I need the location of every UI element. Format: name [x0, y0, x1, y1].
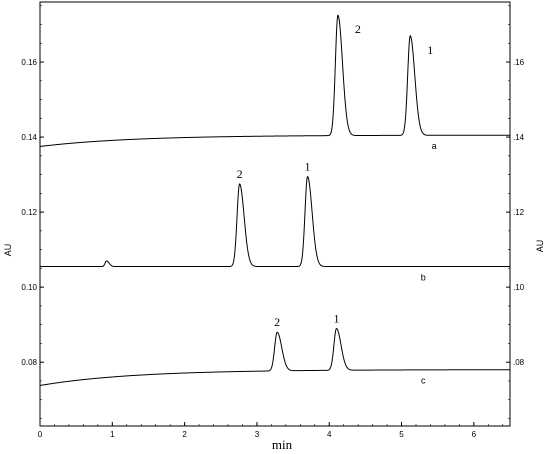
- peak-label-c-1: 1: [333, 311, 339, 325]
- y-axis-title-right: AU: [535, 240, 545, 253]
- x-tick-label: 4: [327, 430, 332, 439]
- peak-label-b-2: 2: [237, 167, 243, 181]
- traces: [39, 14, 510, 386]
- trace-label-a: a: [432, 141, 437, 151]
- x-tick-label: 6: [472, 430, 477, 439]
- y-tick-label-right: .16: [513, 58, 525, 67]
- x-tick-label: 5: [399, 430, 404, 439]
- x-tick-label: 2: [182, 430, 187, 439]
- x-tick-label: 0: [38, 430, 43, 439]
- y-tick-label-left: 0.16: [21, 58, 37, 67]
- trace-label-c: c: [421, 376, 426, 386]
- y-tick-label-left: 0.08: [21, 358, 37, 367]
- peak-label-a-2: 2: [355, 22, 361, 36]
- y-tick-label-right: .12: [513, 208, 525, 217]
- plot-frame: [39, 1, 511, 427]
- y-tick-label-right: .10: [513, 283, 525, 292]
- x-tick-label: 3: [255, 430, 260, 439]
- y-tick-label-left: 0.10: [21, 283, 37, 292]
- peak-label-b-1: 1: [305, 159, 311, 173]
- axis-ticks: 0 1 2 3 4 5 6 0.08 .08 0.10 .10 0.12 .12 0.14 .14 0.16.…: [21, 5, 525, 439]
- y-tick-label-left: 0.12: [21, 208, 37, 217]
- trace-a: [39, 14, 510, 147]
- x-axis-title: min: [272, 437, 293, 452]
- peak-label-a-1: 1: [427, 43, 433, 57]
- y-tick-label-left: 0.14: [21, 133, 37, 142]
- x-tick-label: 1: [110, 430, 115, 439]
- y-tick-label-right: .14: [513, 133, 525, 142]
- y-axis-title-left: AU: [3, 244, 13, 257]
- trace-c: [39, 327, 510, 386]
- labels: 2 1 a 2 1 b 2 1 c: [237, 22, 437, 386]
- trace-label-b: b: [421, 273, 426, 283]
- peak-label-c-2: 2: [274, 315, 280, 329]
- y-tick-label-right: .08: [513, 358, 525, 367]
- trace-b: [40, 176, 510, 268]
